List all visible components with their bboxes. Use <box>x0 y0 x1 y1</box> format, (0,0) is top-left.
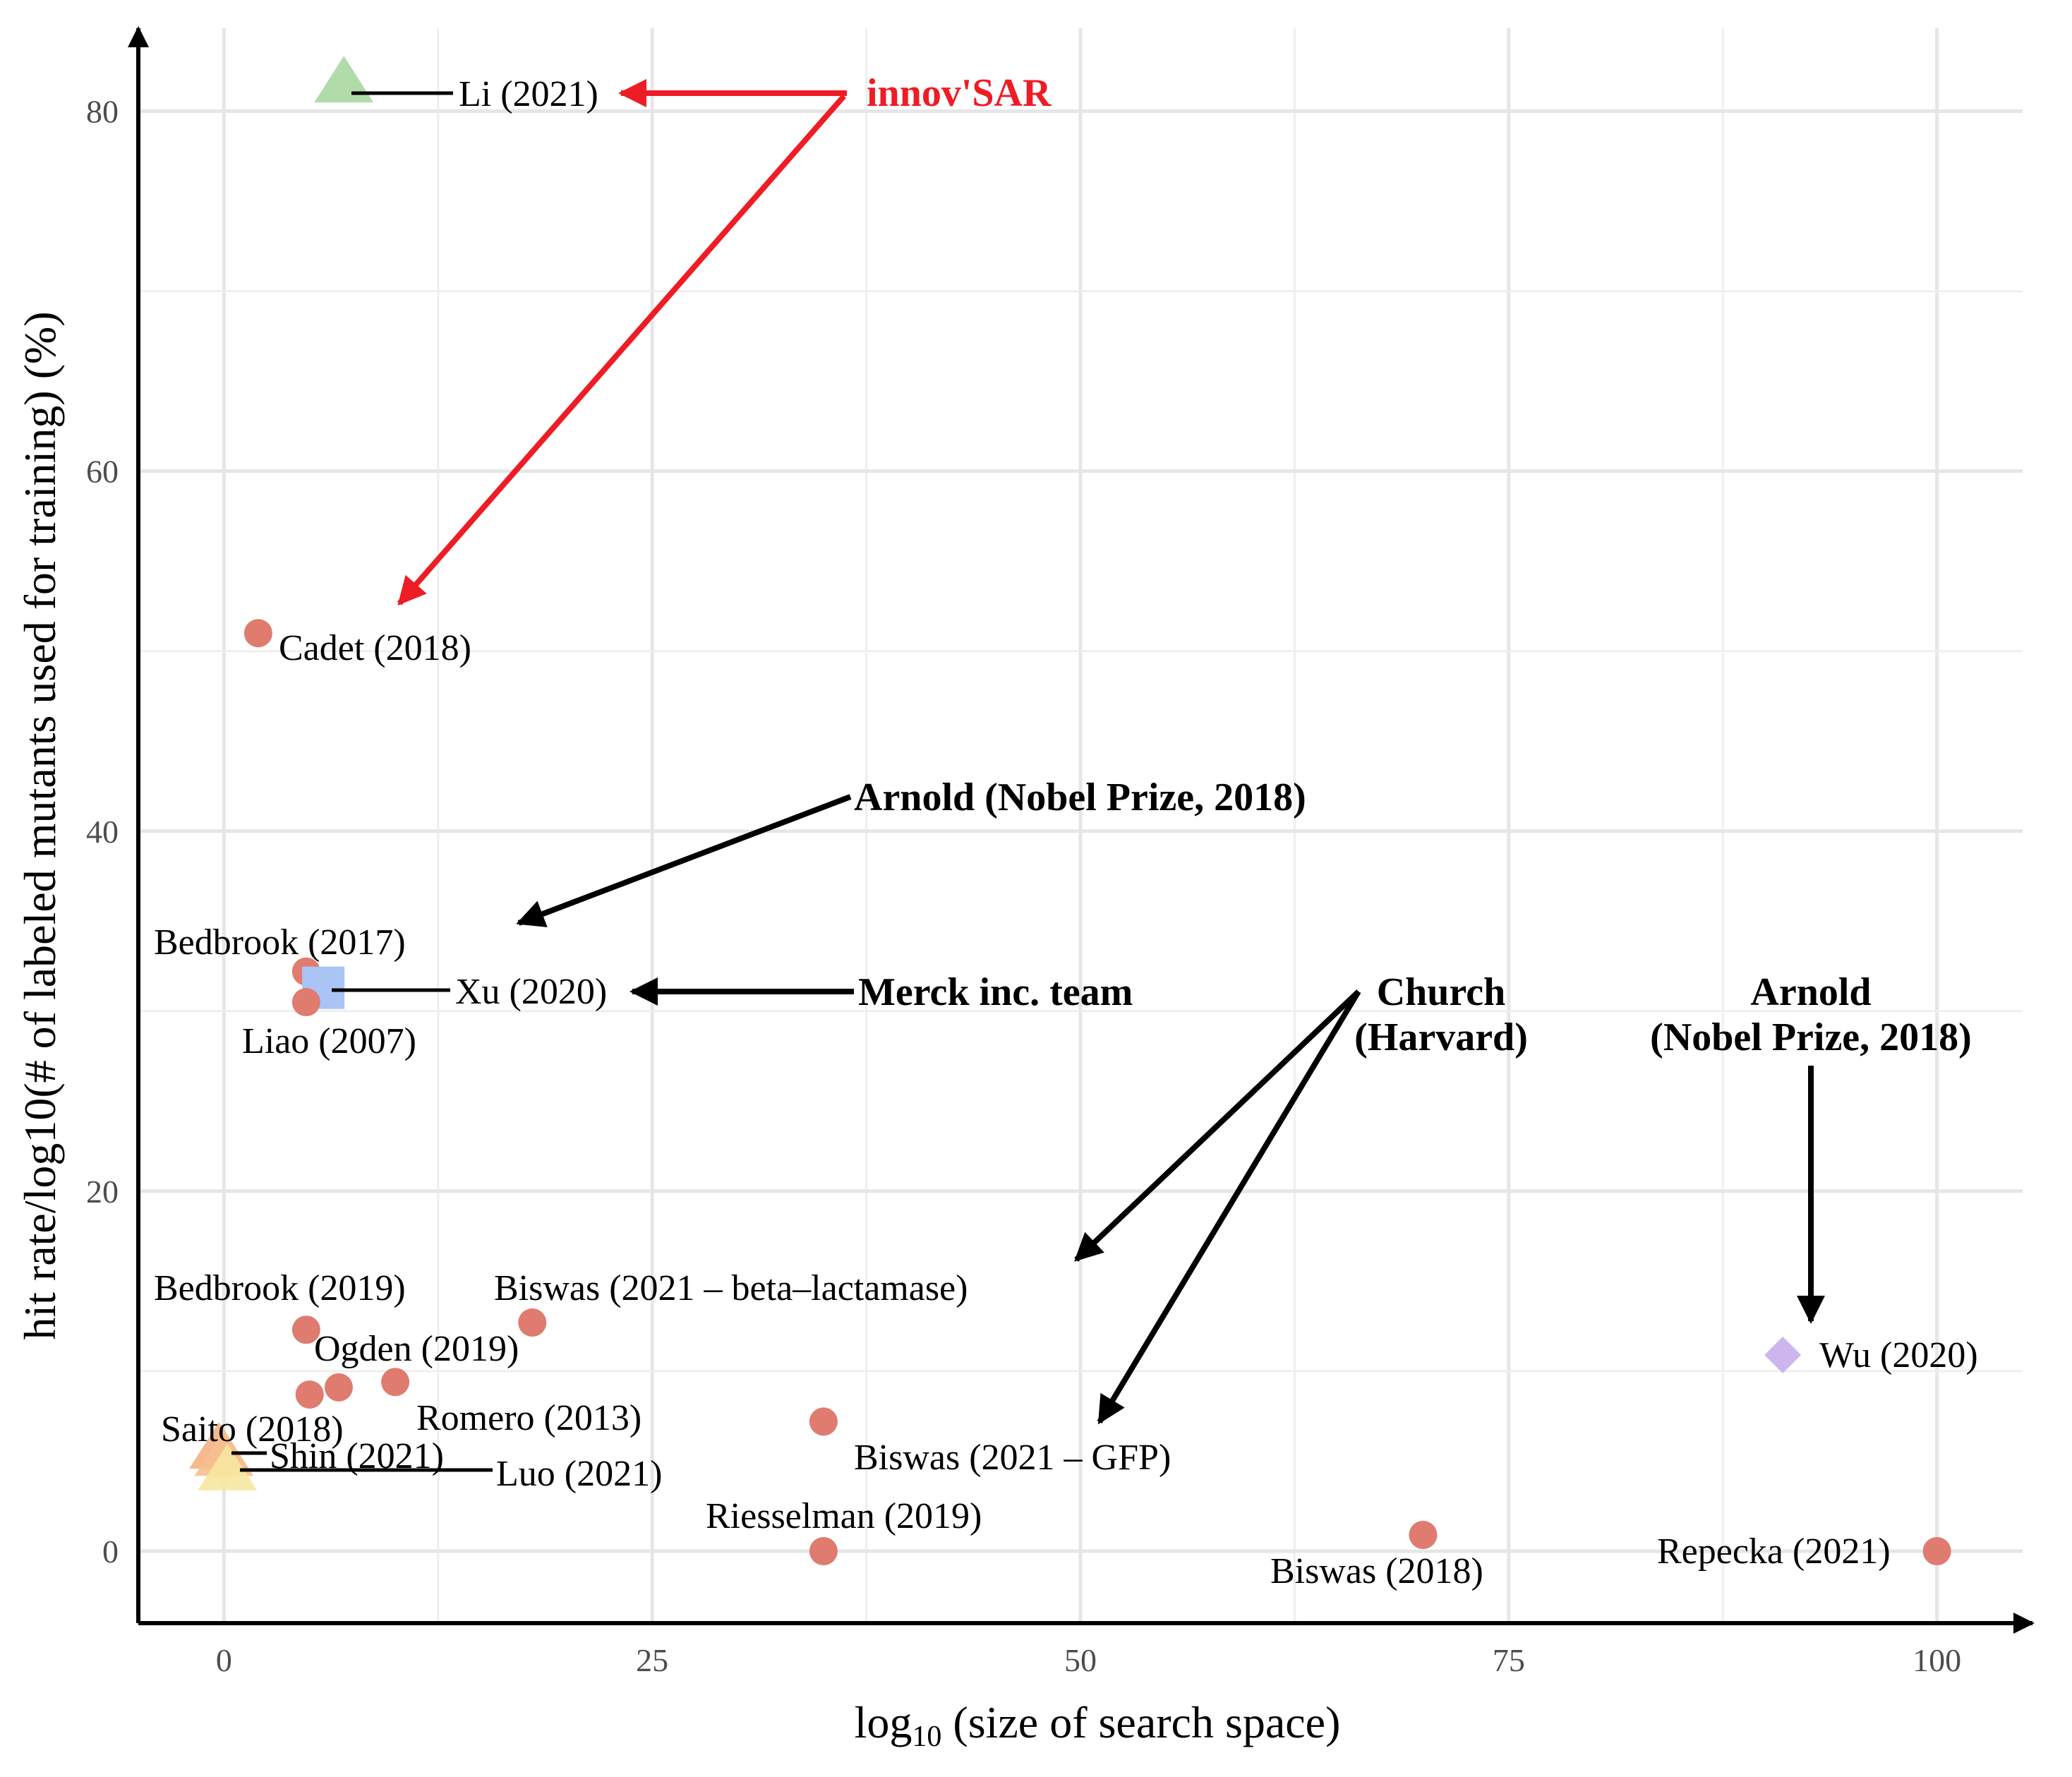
data-point-17 <box>1764 1336 1802 1373</box>
label-bedbrook-2019: Bedbrook (2019) <box>154 1268 406 1308</box>
data-point-4 <box>291 988 320 1017</box>
data-point-16 <box>1409 1521 1438 1550</box>
data-point-7 <box>381 1368 410 1397</box>
ann-innovsar: innov'SAR <box>867 71 1052 115</box>
data-point-1 <box>243 619 272 648</box>
label-biswas-2021-bl: Biswas (2021 – beta–lactamase) <box>494 1268 968 1308</box>
ann-merck: Merck inc. team <box>858 970 1133 1014</box>
y-tick-label: 20 <box>86 1174 119 1210</box>
label-repecka: Repecka (2021) <box>1657 1531 1891 1572</box>
ann-arnold-2018: Arnold (Nobel Prize, 2018) <box>854 776 1306 819</box>
data-point-11 <box>809 1407 838 1436</box>
y-tick-label: 0 <box>102 1534 119 1570</box>
data-point-0 <box>314 56 374 103</box>
data-point-9 <box>295 1380 324 1409</box>
label-saito: Saito (2018) <box>161 1409 344 1450</box>
x-tick-label: 50 <box>1064 1642 1097 1678</box>
leader-lines <box>231 91 493 1472</box>
point-labels: Li (2021) Cadet (2018) Bedbrook (2017) X… <box>154 74 1978 1591</box>
ann-nobel-2018: (Nobel Prize, 2018) <box>1650 1016 1972 1059</box>
annotation-labels: innov'SAR Arnold (Nobel Prize, 2018) Mer… <box>854 71 1972 1059</box>
arrow-arnold-bedbrook <box>516 794 852 927</box>
label-xu: Xu (2020) <box>455 972 607 1012</box>
grid-lines <box>138 28 2023 1623</box>
label-luo: Luo (2021) <box>496 1454 662 1494</box>
data-points <box>189 56 1951 1565</box>
label-li: Li (2021) <box>459 74 598 114</box>
ann-church: Church <box>1377 970 1506 1014</box>
data-point-14 <box>198 1443 258 1490</box>
label-biswas-2018: Biswas (2018) <box>1270 1551 1483 1591</box>
y-tick-label: 60 <box>86 454 119 490</box>
x-tick-label: 75 <box>1493 1642 1525 1678</box>
x-tick-label: 100 <box>1913 1642 1961 1678</box>
label-bedbrook-2017: Bedbrook (2017) <box>154 922 406 963</box>
ann-harvard: (Harvard) <box>1354 1016 1528 1059</box>
arrow-innovsar-cadet <box>397 94 847 606</box>
label-cadet: Cadet (2018) <box>279 628 471 668</box>
label-biswas-2021-gfp: Biswas (2021 – GFP) <box>854 1438 1171 1478</box>
label-romero: Romero (2013) <box>416 1398 642 1438</box>
data-point-15 <box>809 1536 838 1565</box>
x-axis-title: log10 (size of search space) <box>855 1697 1341 1753</box>
label-ogden: Ogden (2019) <box>314 1329 519 1369</box>
tick-labels: 0 25 50 75 100 0 20 40 60 80 <box>86 94 1961 1678</box>
y-axis-title: hit rate/log10(# of labeled mutants used… <box>15 311 65 1339</box>
label-liao: Liao (2007) <box>242 1021 416 1061</box>
x-tick-label: 0 <box>216 1642 232 1678</box>
label-shin: Shin (2021) <box>270 1436 444 1476</box>
data-point-6 <box>518 1308 547 1337</box>
label-wu: Wu (2020) <box>1819 1335 1978 1375</box>
ann-arnold: Arnold <box>1750 970 1871 1014</box>
label-riesselman: Riesselman (2019) <box>706 1496 982 1536</box>
data-point-8 <box>324 1373 353 1402</box>
annotation-arrows <box>397 79 1825 1425</box>
arrow-church-bl <box>1074 989 1361 1262</box>
y-tick-label: 40 <box>86 814 119 850</box>
data-point-5 <box>291 1315 320 1344</box>
x-tick-label: 25 <box>636 1642 668 1678</box>
arrow-church-gfp <box>1097 989 1361 1425</box>
data-point-18 <box>1922 1536 1951 1565</box>
y-tick-label: 80 <box>86 94 119 130</box>
